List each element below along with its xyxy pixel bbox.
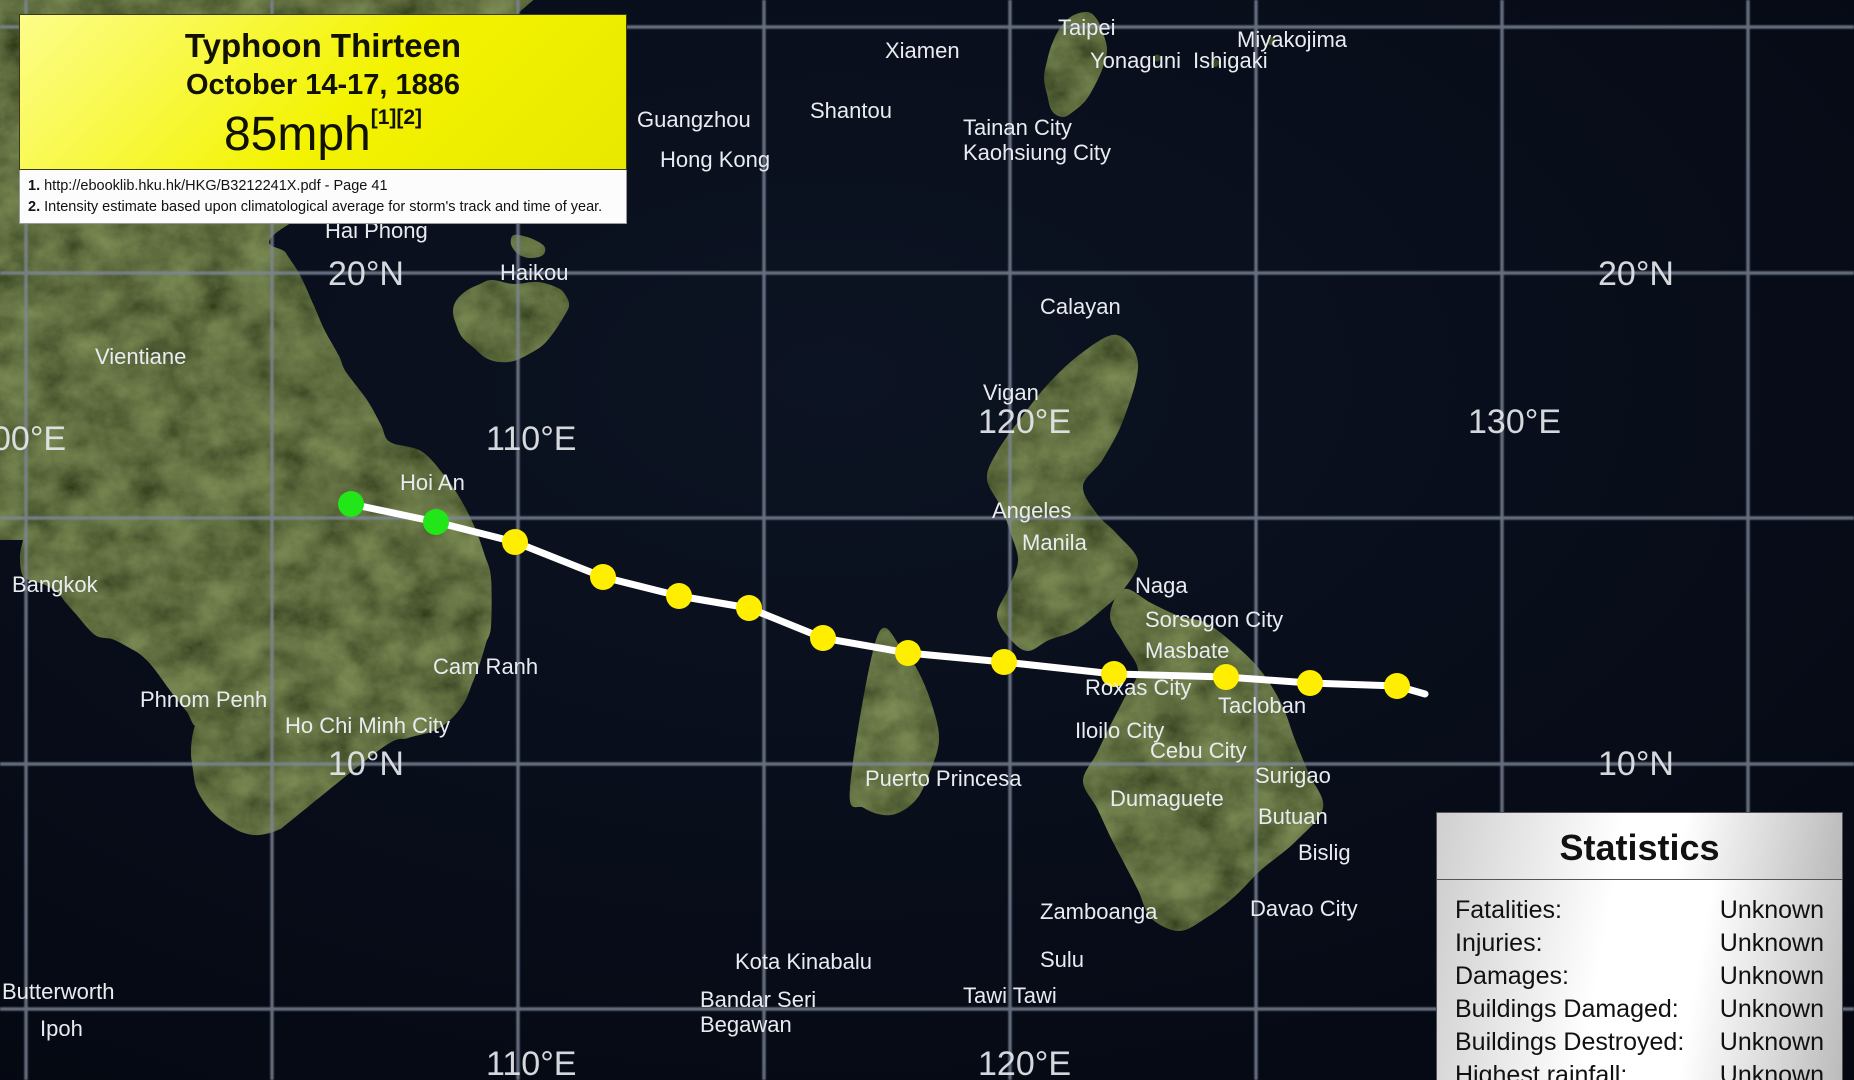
svg-text:Masbate: Masbate: [1145, 638, 1229, 663]
svg-text:Bandar Seri: Bandar Seri: [700, 987, 816, 1012]
svg-text:Phnom Penh: Phnom Penh: [140, 687, 267, 712]
svg-text:Dumaguete: Dumaguete: [1110, 786, 1224, 811]
svg-text:Shantou: Shantou: [810, 98, 892, 123]
svg-text:Kaohsiung City: Kaohsiung City: [963, 140, 1111, 165]
svg-text:Begawan: Begawan: [700, 1012, 792, 1037]
svg-text:Calayan: Calayan: [1040, 294, 1121, 319]
svg-text:Butterworth: Butterworth: [2, 979, 115, 1004]
svg-text:Vigan: Vigan: [983, 380, 1039, 405]
svg-text:Davao City: Davao City: [1250, 896, 1358, 921]
svg-text:Hoi An: Hoi An: [400, 470, 465, 495]
svg-text:Tacloban: Tacloban: [1218, 693, 1306, 718]
svg-text:Guangzhou: Guangzhou: [637, 107, 751, 132]
svg-text:Zamboanga: Zamboanga: [1040, 899, 1158, 924]
svg-text:Naga: Naga: [1135, 573, 1188, 598]
svg-text:Bislig: Bislig: [1298, 840, 1351, 865]
svg-text:Haikou: Haikou: [500, 260, 568, 285]
svg-text:Taipei: Taipei: [1058, 15, 1115, 40]
svg-text:Surigao: Surigao: [1255, 763, 1331, 788]
svg-text:Ishigaki: Ishigaki: [1193, 48, 1268, 73]
svg-text:Puerto Princesa: Puerto Princesa: [865, 766, 1022, 791]
svg-text:Sulu: Sulu: [1040, 947, 1084, 972]
svg-text:Cebu City: Cebu City: [1150, 738, 1247, 763]
svg-text:Ho Chi Minh City: Ho Chi Minh City: [285, 713, 450, 738]
svg-text:Ipoh: Ipoh: [40, 1016, 83, 1041]
svg-text:Sorsogon City: Sorsogon City: [1145, 607, 1283, 632]
svg-text:Hong Kong: Hong Kong: [660, 147, 770, 172]
svg-text:Roxas City: Roxas City: [1085, 675, 1191, 700]
svg-text:Tawi Tawi: Tawi Tawi: [963, 983, 1057, 1008]
svg-text:Manila: Manila: [1022, 530, 1088, 555]
svg-text:Butuan: Butuan: [1258, 804, 1328, 829]
svg-text:Vientiane: Vientiane: [95, 344, 186, 369]
svg-text:Tainan City: Tainan City: [963, 115, 1072, 140]
svg-text:Kota Kinabalu: Kota Kinabalu: [735, 949, 872, 974]
svg-text:Yonaguni: Yonaguni: [1090, 48, 1181, 73]
svg-text:Bangkok: Bangkok: [12, 572, 99, 597]
svg-text:Angeles: Angeles: [992, 498, 1072, 523]
svg-text:Xiamen: Xiamen: [885, 38, 960, 63]
svg-text:Cam Ranh: Cam Ranh: [433, 654, 538, 679]
